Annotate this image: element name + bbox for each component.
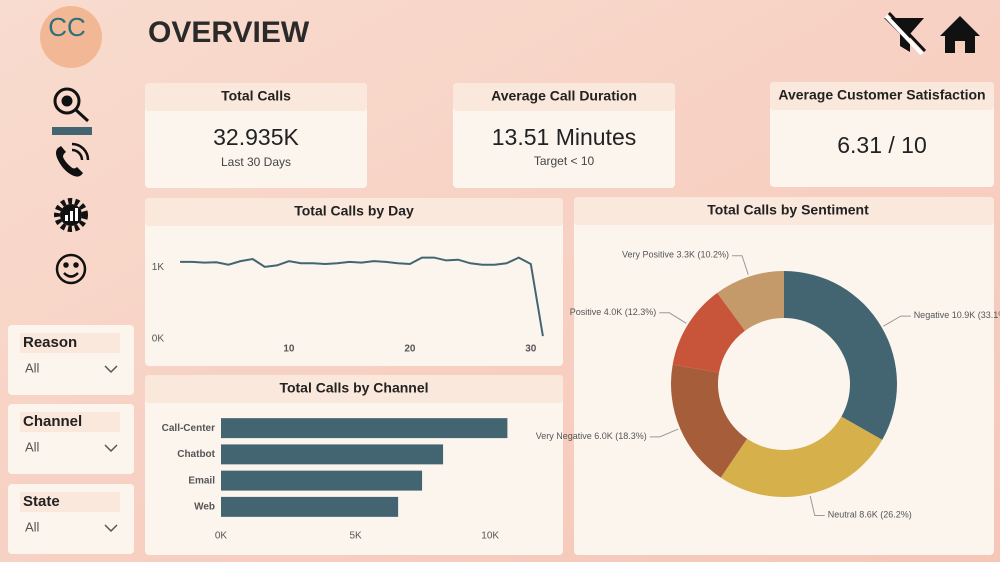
kpi-note: Target < 10: [534, 154, 595, 168]
card-header: [574, 197, 994, 225]
filter-value: All: [25, 439, 40, 454]
page-title: OVERVIEW: [148, 16, 310, 49]
leader-line: [732, 255, 749, 275]
x-tick-label: 0K: [215, 531, 228, 542]
value-label: 8.6K (26.2%): [859, 510, 912, 520]
value-label: 10.9K (33.1%): [952, 311, 1000, 321]
chart-card: [574, 197, 994, 555]
donut-slice: [671, 364, 748, 478]
y-tick-label: 0K: [152, 334, 165, 345]
sentiment-icon[interactable]: [55, 253, 87, 285]
kpi-note: Last 30 Days: [221, 155, 291, 169]
x-tick-label: 20: [404, 344, 416, 355]
value-label: 6.0K (18.3%): [594, 431, 647, 441]
category-label: Very Negative: [536, 431, 592, 441]
data-label: Negative 10.9K (33.1%): [914, 311, 1000, 321]
search-icon[interactable]: [53, 87, 90, 123]
settings-icon[interactable]: [54, 198, 88, 232]
leader-line: [809, 495, 825, 516]
y-tick-label: Chatbot: [177, 449, 215, 460]
card-header: [145, 375, 563, 403]
filter[interactable]: Reason All: [8, 325, 134, 395]
y-tick-label: Web: [194, 502, 215, 513]
card-header: [145, 198, 563, 226]
data-label: Very Negative 6.0K (18.3%): [536, 431, 647, 441]
kpi-card: Average Customer Satisfaction 6.31 / 10: [770, 82, 994, 187]
donut-slice: [784, 271, 897, 440]
bar: [221, 444, 444, 465]
category-label: Negative: [914, 311, 950, 321]
x-tick-label: 10K: [481, 531, 499, 542]
filter-label: Reason: [23, 334, 77, 351]
category-label: Positive: [570, 307, 602, 317]
donut-slice: [672, 292, 746, 373]
kpi-title: Total Calls: [221, 88, 291, 104]
logo-circle: [40, 6, 102, 68]
chart-title: Total Calls by Channel: [279, 380, 428, 396]
logo: CC: [48, 12, 86, 42]
x-tick-label: 5K: [349, 531, 362, 542]
value-label: 4.0K (12.3%): [604, 307, 657, 317]
value-label: 3.3K (10.2%): [677, 250, 730, 260]
y-tick-label: Call-Center: [162, 423, 215, 434]
bar: [221, 418, 508, 439]
x-tick-label: 10: [283, 344, 295, 355]
filter-value: All: [25, 519, 40, 534]
leader-line: [659, 312, 687, 324]
filter-value: All: [25, 360, 40, 375]
data-label: Very Positive 3.3K (10.2%): [622, 250, 729, 260]
phone-icon[interactable]: [56, 142, 90, 177]
chart-title: Total Calls by Sentiment: [707, 202, 869, 218]
kpi-title: Average Call Duration: [491, 88, 637, 104]
filter-icon[interactable]: [884, 11, 927, 56]
kpi-value: 32.935K: [213, 124, 299, 150]
kpi-card: Average Call Duration 13.51 Minutes Targ…: [453, 83, 675, 188]
data-label: Neutral 8.6K (26.2%): [828, 510, 912, 520]
category-label: Very Positive: [622, 250, 674, 260]
y-tick-label: Email: [188, 475, 215, 486]
category-label: Neutral: [828, 510, 857, 520]
filter-label: Channel: [23, 413, 82, 430]
kpi-value: 13.51 Minutes: [492, 124, 636, 150]
active-indicator: [52, 127, 92, 135]
filter[interactable]: State All: [8, 484, 134, 554]
filter[interactable]: Channel All: [8, 404, 134, 474]
kpi-value: 6.31 / 10: [837, 132, 927, 158]
donut-slice: [720, 416, 883, 498]
data-label: Positive 4.0K (12.3%): [570, 307, 657, 317]
kpi-card: Total Calls 32.935K Last 30 Days: [145, 83, 367, 188]
x-tick-label: 30: [525, 344, 537, 355]
filter-label: State: [23, 493, 60, 510]
bar: [221, 470, 423, 491]
y-tick-label: 1K: [152, 262, 165, 273]
chart-card: [145, 198, 563, 366]
kpi-title: Average Customer Satisfaction: [778, 87, 985, 103]
donut-slice: [717, 271, 784, 331]
line: [180, 256, 544, 337]
chart-title: Total Calls by Day: [294, 203, 414, 219]
home-icon[interactable]: [940, 16, 980, 53]
bar: [221, 496, 399, 517]
leader-line: [883, 315, 911, 327]
leader-line: [649, 428, 679, 438]
